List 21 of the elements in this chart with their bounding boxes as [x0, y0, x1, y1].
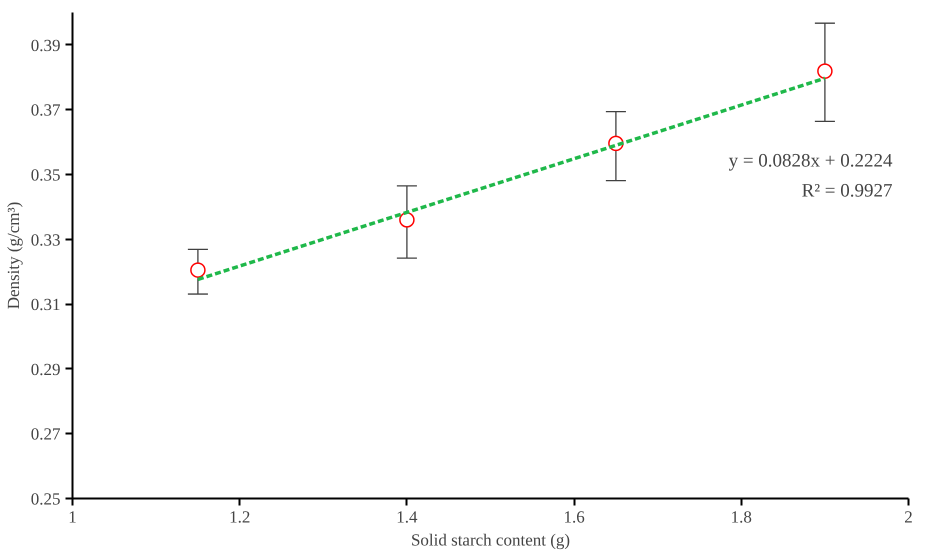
- point: [190, 262, 206, 278]
- y-tick-label: 0.35: [30, 166, 60, 184]
- y-tick-label: 0.25: [30, 490, 60, 508]
- y-tick-label: 0.27: [30, 424, 61, 444]
- y-tick-label: 0.37: [30, 100, 61, 120]
- y-tick-label: 0.33: [30, 230, 60, 250]
- x-tick-label: 2: [904, 508, 913, 526]
- x-tick-label: 1.2: [229, 508, 250, 526]
- x-tick-label: 1: [68, 508, 77, 526]
- annotation: y = 0.0828x + 0.2224: [728, 150, 893, 172]
- y-axis-title: Density (g/cm³): [4, 202, 23, 310]
- annotation: R² = 0.9927: [802, 180, 893, 202]
- y-tick-label: 0.39: [30, 36, 60, 55]
- x-tick-label: 1.4: [396, 508, 418, 526]
- x-tick-label: 1.6: [563, 508, 585, 526]
- y-tick-label: 0.31: [30, 295, 60, 314]
- x-axis-title: Solid starch content (g): [410, 530, 570, 550]
- point: [399, 212, 415, 228]
- x-tick-label: 1.8: [730, 508, 752, 526]
- point: [817, 63, 833, 79]
- y-tick-label: 0.29: [30, 360, 60, 379]
